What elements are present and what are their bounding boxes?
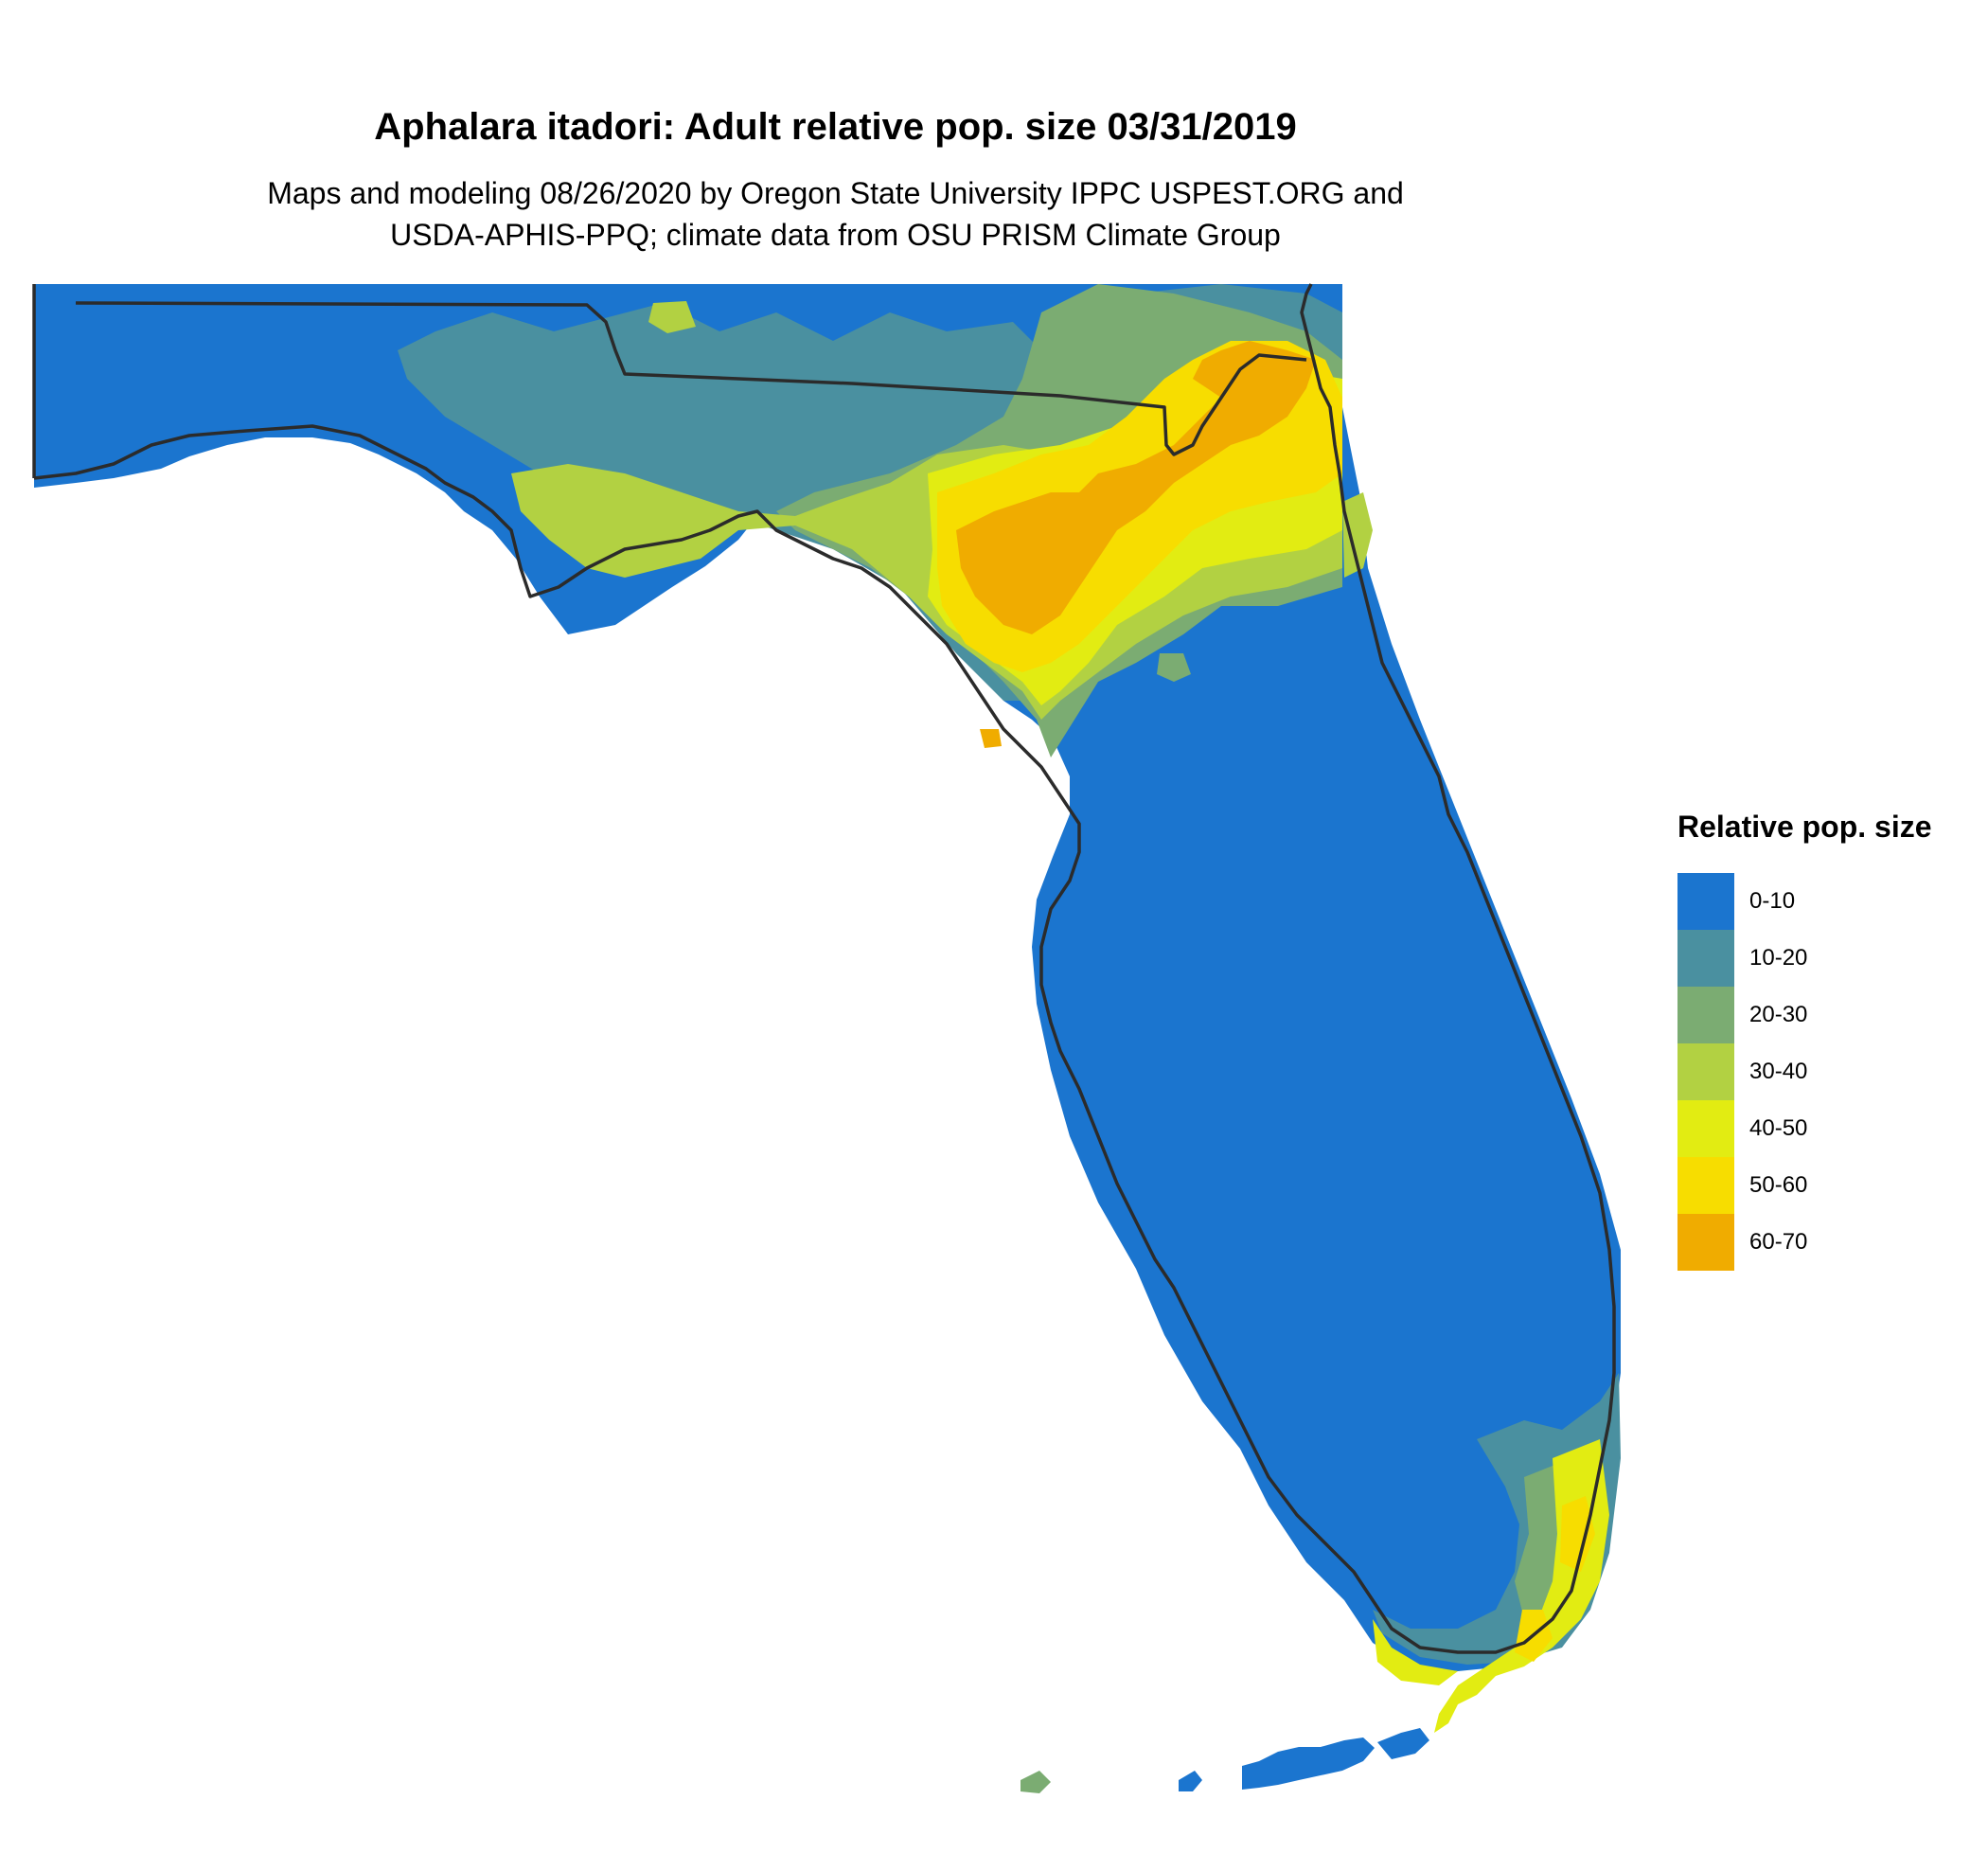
legend-title: Relative pop. size bbox=[1677, 810, 1932, 844]
legend-swatch bbox=[1677, 1157, 1734, 1214]
map-title: Aphalara itadori: Adult relative pop. si… bbox=[374, 106, 1297, 148]
legend-item: 0-10 bbox=[1677, 873, 1932, 930]
keys-land bbox=[1179, 1728, 1429, 1791]
legend-item: 40-50 bbox=[1677, 1100, 1932, 1157]
legend-swatch bbox=[1677, 1100, 1734, 1157]
legend-item: 10-20 bbox=[1677, 930, 1932, 987]
legend-label: 50-60 bbox=[1749, 1172, 1808, 1198]
legend: Relative pop. size 0-10 10-20 20-30 30-4… bbox=[1677, 810, 1932, 1271]
legend-item: 20-30 bbox=[1677, 987, 1932, 1043]
map-subtitle: Maps and modeling 08/26/2020 by Oregon S… bbox=[0, 172, 1671, 256]
legend-label: 40-50 bbox=[1749, 1115, 1808, 1141]
legend-item: 30-40 bbox=[1677, 1043, 1932, 1100]
pop-zone-60-70 bbox=[956, 341, 1316, 748]
florida-map bbox=[32, 283, 1621, 1793]
legend-label: 60-70 bbox=[1749, 1229, 1808, 1255]
legend-swatch bbox=[1677, 1043, 1734, 1100]
legend-item: 50-60 bbox=[1677, 1157, 1932, 1214]
legend-label: 30-40 bbox=[1749, 1059, 1808, 1084]
legend-label: 20-30 bbox=[1749, 1002, 1808, 1027]
legend-swatch bbox=[1677, 930, 1734, 987]
land-area bbox=[34, 284, 1621, 1671]
legend-swatch bbox=[1677, 873, 1734, 930]
subtitle-line-1: Maps and modeling 08/26/2020 by Oregon S… bbox=[267, 176, 1404, 210]
legend-swatch bbox=[1677, 987, 1734, 1043]
legend-label: 10-20 bbox=[1749, 945, 1808, 971]
legend-label: 0-10 bbox=[1749, 888, 1796, 914]
legend-swatch bbox=[1677, 1214, 1734, 1271]
subtitle-line-2: USDA-APHIS-PPQ; climate data from OSU PR… bbox=[390, 218, 1281, 252]
legend-item: 60-70 bbox=[1677, 1214, 1932, 1271]
state-outline bbox=[32, 283, 1616, 1654]
